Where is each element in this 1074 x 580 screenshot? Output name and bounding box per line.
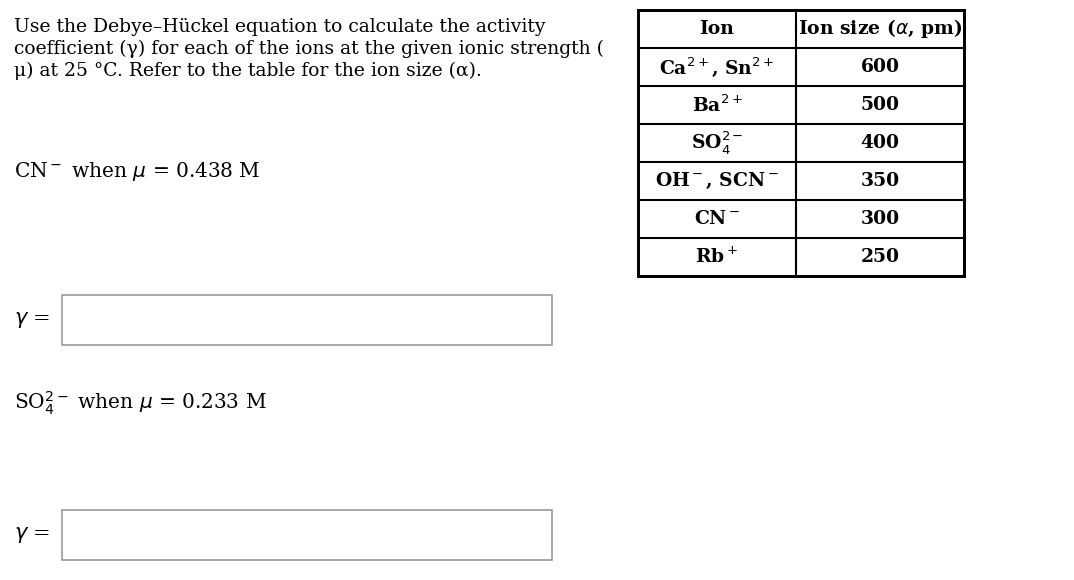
FancyBboxPatch shape	[62, 295, 552, 345]
Text: coefficient (γ) for each of the ions at the given ionic strength (: coefficient (γ) for each of the ions at …	[14, 40, 604, 58]
Text: CN$^-$: CN$^-$	[694, 210, 740, 228]
Text: 500: 500	[860, 96, 900, 114]
Text: $\gamma$ =: $\gamma$ =	[14, 525, 50, 545]
Text: 600: 600	[860, 58, 900, 76]
Text: 250: 250	[860, 248, 900, 266]
Bar	[638, 10, 964, 276]
Text: Rb$^+$: Rb$^+$	[696, 247, 739, 267]
Text: Ca$^{2+}$, Sn$^{2+}$: Ca$^{2+}$, Sn$^{2+}$	[659, 55, 774, 79]
Text: OH$^-$, SCN$^-$: OH$^-$, SCN$^-$	[655, 171, 779, 191]
Text: Ion: Ion	[699, 20, 735, 38]
Text: CN$^-$ when $\mu$ = 0.438 M: CN$^-$ when $\mu$ = 0.438 M	[14, 160, 261, 183]
Text: 300: 300	[860, 210, 900, 228]
Text: μ) at 25 °C. Refer to the table for the ion size (α).: μ) at 25 °C. Refer to the table for the …	[14, 62, 482, 80]
Text: Use the Debye–Hückel equation to calculate the activity: Use the Debye–Hückel equation to calcula…	[14, 18, 546, 36]
Text: 350: 350	[860, 172, 900, 190]
Text: SO$_4^{2-}$: SO$_4^{2-}$	[691, 129, 743, 157]
Text: Ion size ($\alpha$, pm): Ion size ($\alpha$, pm)	[798, 17, 962, 41]
FancyBboxPatch shape	[62, 510, 552, 560]
Text: Ba$^{2+}$: Ba$^{2+}$	[692, 94, 742, 116]
Text: 400: 400	[860, 134, 900, 152]
Text: SO$_4^{2-}$ when $\mu$ = 0.233 M: SO$_4^{2-}$ when $\mu$ = 0.233 M	[14, 390, 266, 418]
Text: $\gamma$ =: $\gamma$ =	[14, 310, 50, 330]
